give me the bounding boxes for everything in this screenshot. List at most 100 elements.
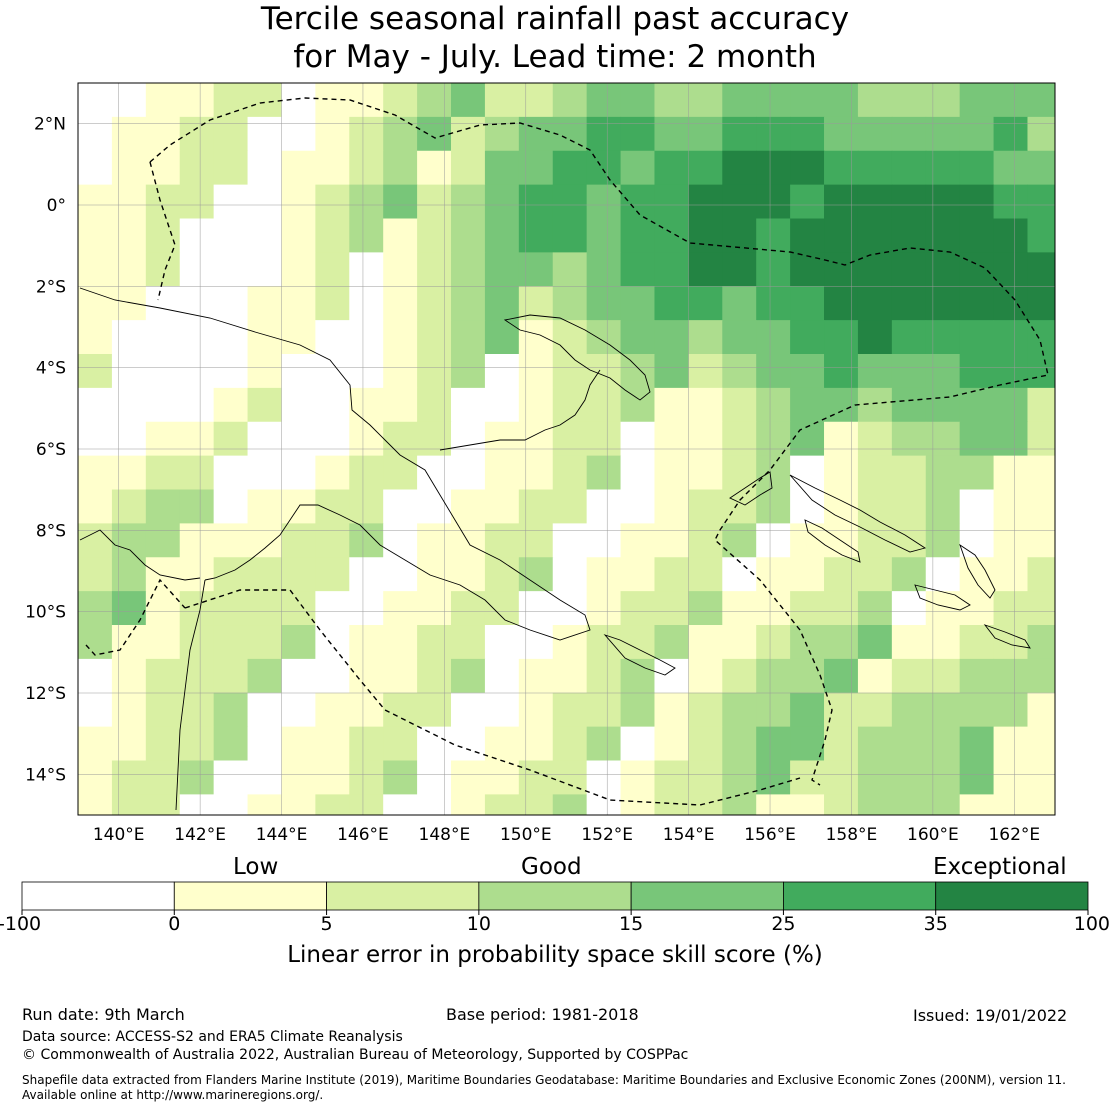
grid-cell [484,692,520,728]
coast-solomons-a [789,474,927,553]
coast-png-north [439,369,601,451]
grid-cell [417,150,452,186]
grid-cell [552,794,588,816]
grid-cell [756,150,791,186]
grid-cell [247,83,282,118]
grid-cell [315,218,350,253]
grid-cell [1027,523,1056,558]
grid-cell [654,320,689,355]
colorbar [21,881,1089,915]
grid-cell [518,116,554,152]
grid-cell [78,455,113,491]
grid-cell [824,184,859,220]
grid-cell [654,218,689,253]
grid-cell [78,591,113,626]
grid-cell [349,387,384,423]
grid-cell [484,286,520,321]
grid-cell [247,625,282,660]
grid-cell [620,557,655,592]
grid-cell [586,218,622,253]
grid-cell [891,557,927,592]
grid-cell [654,116,689,152]
grid-cell [959,83,995,118]
grid-cell [281,455,316,491]
grid-cell [451,692,486,728]
grid-cell [722,455,757,491]
grid-cell [281,760,316,795]
grid-cell [78,286,113,321]
grid-cell [111,387,147,423]
grid-cell [959,489,995,524]
grid-cell [688,286,723,321]
grid-cell [484,455,520,491]
grid-cell [213,218,249,253]
grid-cell [315,116,350,152]
title-line-1: Tercile seasonal rainfall past accuracy [260,1,850,37]
grid-cell [790,116,825,152]
grid-cell [484,320,520,355]
grid-cell [417,184,452,220]
grid-cell [383,726,418,762]
grid-cell [756,726,791,762]
grid-cell [145,489,181,524]
grid-cell [722,320,757,355]
grid-cell [959,625,995,660]
grid-cell [111,354,147,389]
grid-cell [417,387,452,423]
lat-tick-label: 4°S [36,359,66,379]
grid-cell [349,692,384,728]
grid-cell [518,625,554,660]
grid-cell [722,116,757,152]
grid-cell [824,387,859,423]
grid-cell [925,726,961,762]
grid-cell [925,760,961,795]
grid-cell [925,184,961,220]
colorbar-tick-label: 100 [1073,913,1110,935]
grid-cell [959,252,995,287]
grid-cell [213,726,249,762]
grid-cell [993,184,1028,220]
grid-cell [484,116,520,152]
grid-cell [824,557,859,592]
grid-cell [790,286,825,321]
grid-cell [111,83,147,118]
grid-cell [179,794,215,816]
copyright: © Commonwealth of Australia 2022, Austra… [22,1047,689,1063]
grid-cell [451,625,486,660]
grid-cell [111,658,147,694]
colorbar-tick-label: 15 [619,913,644,935]
grid-cell [824,320,859,355]
grid-cell [790,658,825,694]
grid-cell [654,794,689,816]
grid-cell [281,421,316,457]
grid-cell [417,794,452,816]
colorbar-label-low: Low [233,854,279,880]
grid-cell [756,523,791,558]
colorbar-tick-label: 0 [168,913,181,935]
grid-cell [857,557,893,592]
grid-cell [925,421,961,457]
grid-cell [552,591,588,626]
grid-cell [179,692,215,728]
data-source: Data source: ACCESS-S2 and ERA5 Climate … [22,1029,403,1045]
title-line-2: for May - July. Lead time: 2 month [293,39,817,75]
grid-cell [281,557,316,592]
grid-cell [349,726,384,762]
grid-cell [179,489,215,524]
grid-cell [518,760,554,795]
grid-cell [756,252,791,287]
grid-cell [281,116,316,152]
grid-cell [315,523,350,558]
axis-ticks: 140°E 142°E 144°E 146°E 148°E 150°E 152°E 154°E… [25,115,1040,845]
grid-cell [1027,387,1056,423]
grid-cell [484,794,520,816]
grid-cell [790,150,825,186]
grid-cell [145,150,181,186]
grid-cell [586,523,622,558]
grid-cell [620,455,655,491]
grid-cell [824,218,859,253]
grid-cell [451,726,486,762]
grid-cell [145,218,181,253]
grid-cell [552,455,588,491]
grid-cell [145,658,181,694]
